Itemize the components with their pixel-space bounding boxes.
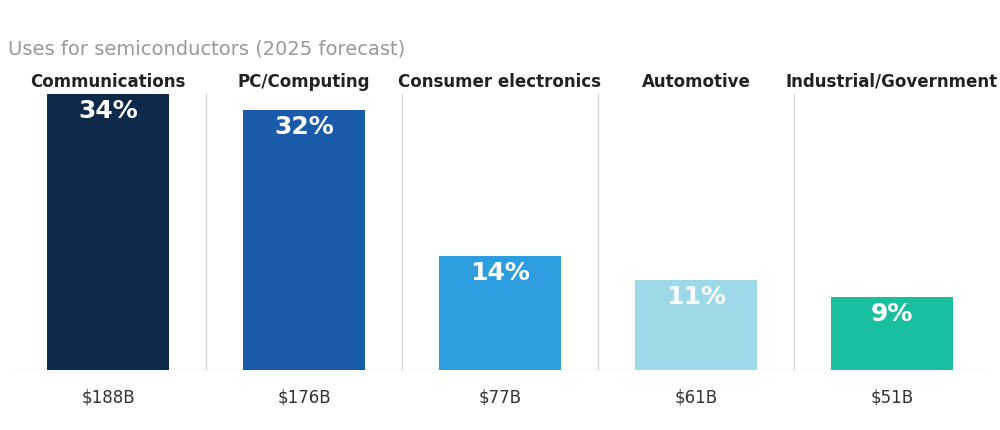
Bar [635,281,757,370]
Text: 34%: 34% [78,98,138,123]
Text: Communications: Communications [30,73,186,91]
Bar [243,111,365,370]
Text: Consumer electronics: Consumer electronics [398,73,602,91]
Text: 9%: 9% [871,301,913,325]
Text: $51B: $51B [870,387,914,405]
Text: $77B: $77B [479,387,522,405]
Text: $61B: $61B [674,387,718,405]
Text: $176B: $176B [277,387,331,405]
Text: 11%: 11% [666,285,726,309]
Bar [831,297,953,370]
Text: PC/Computing: PC/Computing [238,73,370,91]
Text: 32%: 32% [274,115,334,139]
Text: Automotive: Automotive [642,73,750,91]
Text: 14%: 14% [470,261,530,285]
Text: $188B: $188B [81,387,135,405]
Bar [439,256,561,370]
Text: Industrial/Government: Industrial/Government [786,73,998,91]
Text: Uses for semiconductors (2025 forecast): Uses for semiconductors (2025 forecast) [8,39,405,58]
Bar [47,95,169,370]
